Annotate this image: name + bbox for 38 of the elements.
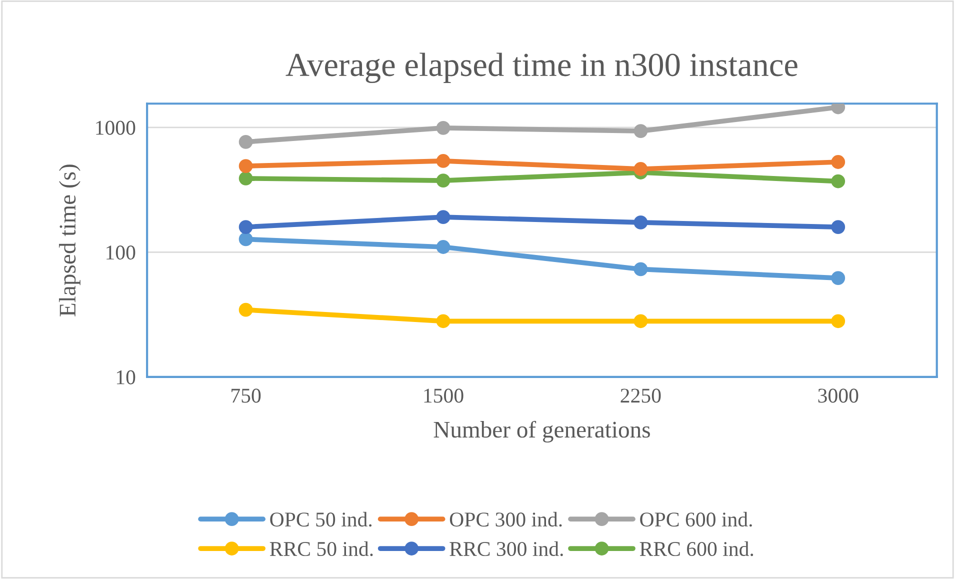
- point: [634, 314, 648, 328]
- point: [436, 314, 450, 328]
- chart-title: Average elapsed time in n300 instance: [286, 52, 798, 84]
- point: [634, 124, 648, 138]
- point: [831, 271, 846, 286]
- x-tick-label: 2250: [620, 388, 661, 403]
- legend-label: RRC 50 ind.: [270, 541, 373, 556]
- y-tick-label: 100: [106, 246, 136, 260]
- y-tick-label: 1000: [96, 120, 136, 135]
- x-tick-label: 3000: [818, 388, 858, 403]
- legend-label: OPC 300 ind.: [450, 512, 562, 527]
- point: [831, 155, 846, 169]
- point: [436, 120, 450, 135]
- point: [436, 154, 450, 168]
- point: [436, 210, 450, 224]
- point: [238, 134, 253, 149]
- legend-label: RRC 300 ind.: [450, 541, 563, 556]
- x-tick-label: 750: [232, 388, 261, 403]
- point: [831, 314, 846, 328]
- y-axis-title: Elapsed time (s): [58, 164, 80, 316]
- point: [634, 216, 648, 230]
- point: [238, 171, 253, 186]
- point: [436, 240, 450, 254]
- point: [634, 262, 648, 276]
- point: [831, 174, 846, 188]
- legend-label: RRC 600 ind.: [640, 541, 754, 556]
- point: [238, 302, 253, 317]
- y-tick-label: 10: [116, 370, 136, 384]
- legend-label: OPC 50 ind.: [270, 512, 372, 527]
- point: [436, 174, 450, 188]
- legend-label: OPC 600 ind.: [640, 512, 752, 527]
- x-tick-label: 1500: [424, 388, 464, 403]
- x-axis-title: Number of generations: [434, 420, 650, 443]
- point: [238, 232, 253, 246]
- point: [238, 159, 253, 173]
- point: [831, 220, 846, 234]
- point: [634, 162, 648, 176]
- point: [238, 220, 253, 234]
